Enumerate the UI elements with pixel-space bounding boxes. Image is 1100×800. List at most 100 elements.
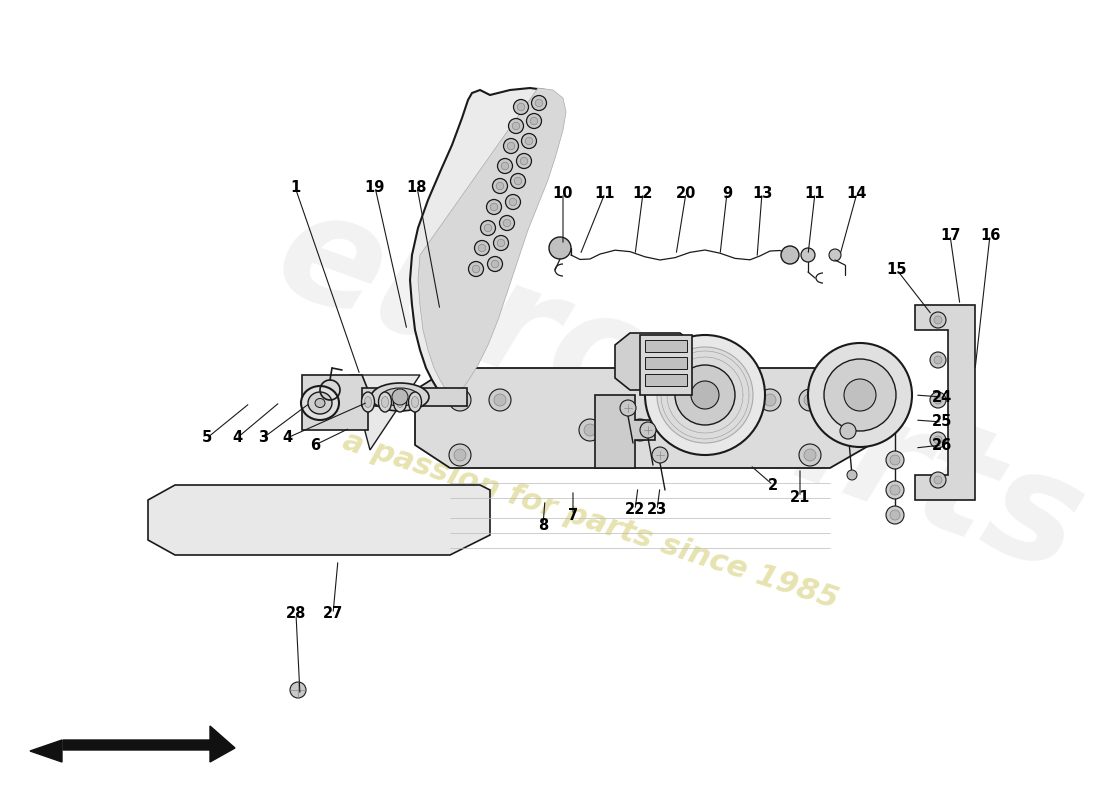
Circle shape (808, 343, 912, 447)
Circle shape (509, 198, 517, 206)
Polygon shape (63, 726, 235, 762)
Ellipse shape (381, 388, 419, 406)
Circle shape (392, 389, 408, 405)
Text: 21: 21 (790, 490, 811, 505)
Circle shape (504, 219, 510, 226)
Polygon shape (595, 395, 654, 468)
Circle shape (584, 424, 596, 436)
Text: 22: 22 (625, 502, 645, 518)
Circle shape (930, 392, 946, 408)
Circle shape (499, 215, 515, 230)
Polygon shape (410, 88, 558, 395)
Text: 11: 11 (805, 186, 825, 201)
Circle shape (449, 444, 471, 466)
Circle shape (492, 260, 498, 268)
Circle shape (824, 359, 896, 431)
Circle shape (930, 312, 946, 328)
Circle shape (886, 451, 904, 469)
Circle shape (645, 335, 764, 455)
Text: 15: 15 (887, 262, 907, 278)
Text: 3: 3 (257, 430, 268, 446)
Circle shape (579, 419, 601, 441)
Circle shape (840, 423, 856, 439)
Ellipse shape (378, 392, 392, 412)
Circle shape (799, 389, 821, 411)
Circle shape (510, 174, 526, 189)
Ellipse shape (315, 398, 324, 407)
Circle shape (515, 178, 521, 185)
Circle shape (930, 472, 946, 488)
Circle shape (890, 485, 900, 495)
Ellipse shape (371, 383, 429, 411)
Circle shape (890, 510, 900, 520)
Text: 12: 12 (632, 186, 653, 201)
Bar (645, 340, 688, 352)
Text: 1: 1 (290, 179, 300, 194)
Circle shape (514, 99, 528, 114)
Polygon shape (615, 333, 695, 390)
Polygon shape (418, 88, 566, 395)
Text: 23: 23 (647, 502, 667, 518)
Circle shape (506, 194, 520, 210)
Circle shape (504, 138, 518, 154)
Circle shape (804, 449, 816, 461)
Circle shape (886, 481, 904, 499)
Circle shape (801, 248, 815, 262)
Circle shape (759, 389, 781, 411)
Circle shape (652, 447, 668, 463)
Circle shape (490, 389, 512, 411)
Circle shape (934, 316, 942, 324)
Circle shape (508, 118, 524, 134)
Text: europarts: europarts (257, 175, 1100, 605)
Text: 28: 28 (286, 606, 306, 622)
Ellipse shape (382, 397, 388, 407)
Circle shape (517, 154, 531, 169)
Text: 14: 14 (847, 186, 867, 201)
Text: 6: 6 (310, 438, 320, 453)
Bar (362, 388, 468, 406)
Circle shape (491, 203, 497, 210)
Circle shape (513, 122, 519, 130)
Text: 19: 19 (365, 179, 385, 194)
Text: 26: 26 (932, 438, 953, 453)
Circle shape (507, 142, 515, 150)
Circle shape (530, 118, 538, 125)
Circle shape (494, 235, 508, 250)
Circle shape (934, 476, 942, 484)
Ellipse shape (411, 397, 419, 407)
Circle shape (764, 394, 776, 406)
Circle shape (629, 419, 651, 441)
Circle shape (487, 257, 503, 271)
Ellipse shape (364, 397, 372, 407)
Text: 4: 4 (232, 430, 242, 446)
Circle shape (930, 352, 946, 368)
Circle shape (531, 95, 547, 110)
Circle shape (517, 103, 525, 110)
Circle shape (886, 506, 904, 524)
Circle shape (481, 221, 495, 235)
Circle shape (449, 389, 471, 411)
Circle shape (890, 455, 900, 465)
Circle shape (521, 134, 537, 149)
Circle shape (526, 138, 532, 145)
Circle shape (657, 347, 754, 443)
Circle shape (454, 449, 466, 461)
Text: 9: 9 (722, 186, 733, 201)
Text: 10: 10 (552, 186, 573, 201)
Text: a passion for parts since 1985: a passion for parts since 1985 (339, 426, 842, 614)
Circle shape (640, 422, 656, 438)
Polygon shape (350, 375, 420, 450)
Ellipse shape (408, 392, 421, 412)
Ellipse shape (308, 392, 332, 414)
Circle shape (804, 394, 816, 406)
Text: 24: 24 (932, 390, 953, 405)
Circle shape (934, 436, 942, 444)
Ellipse shape (362, 392, 374, 412)
Polygon shape (302, 375, 368, 430)
Circle shape (934, 356, 942, 364)
Circle shape (520, 158, 528, 165)
Bar (640, 335, 692, 395)
Circle shape (497, 158, 513, 174)
Polygon shape (148, 485, 490, 555)
Circle shape (549, 237, 571, 259)
